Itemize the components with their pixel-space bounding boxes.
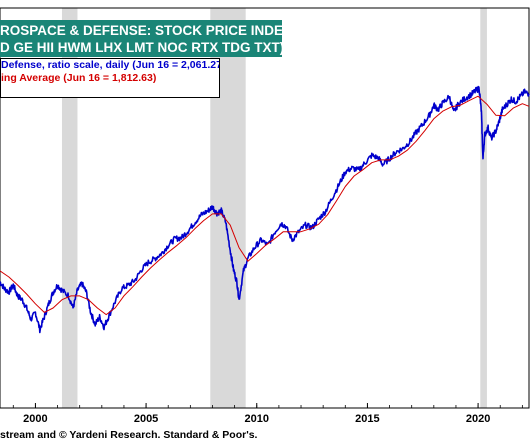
legend: Defense, ratio scale, daily (Jun 16 = 2,… bbox=[0, 58, 220, 98]
chart-subtitle: D GE HII HWM LHX LMT NOC RTX TDG TXT) bbox=[0, 40, 282, 55]
x-tick-label: 2020 bbox=[466, 413, 490, 425]
x-tick-label: 2005 bbox=[134, 413, 158, 425]
recession-band bbox=[480, 8, 487, 408]
chart-series bbox=[0, 85, 530, 334]
series-line-index bbox=[0, 85, 530, 334]
chart-title-box: ROSPACE & DEFENSE: STOCK PRICE INDEX D G… bbox=[0, 20, 282, 57]
chart-title: ROSPACE & DEFENSE: STOCK PRICE INDEX bbox=[0, 23, 282, 38]
x-tick-label: 2010 bbox=[245, 413, 269, 425]
series-line-moving-average bbox=[0, 95, 530, 316]
recession-bands bbox=[61, 8, 487, 408]
legend-item-moving-average: ing Average (Jun 16 = 1,812.63) bbox=[1, 72, 157, 84]
x-tick-label: 2000 bbox=[23, 413, 47, 425]
plot-frame bbox=[0, 7, 530, 409]
legend-item-index: Defense, ratio scale, daily (Jun 16 = 2,… bbox=[1, 59, 220, 71]
source-note: stream and © Yardeni Research. Standard … bbox=[0, 429, 258, 441]
x-axis-ticks: 2000 2005 2010 2015 2020 bbox=[12, 403, 523, 425]
x-tick-label: 2015 bbox=[355, 413, 379, 425]
